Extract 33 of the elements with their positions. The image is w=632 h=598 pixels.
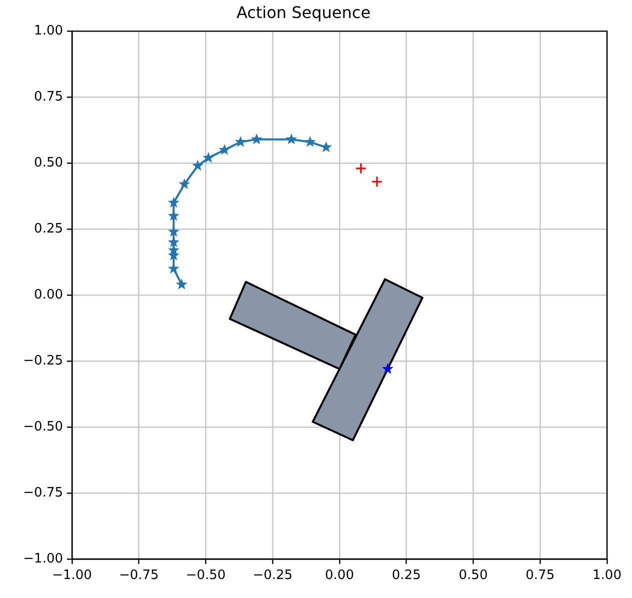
y-tick-label: 0.75 bbox=[34, 90, 63, 105]
y-tick-label: −0.25 bbox=[23, 353, 63, 368]
point bbox=[192, 160, 204, 171]
x-tick-label: −1.00 bbox=[52, 568, 92, 584]
point bbox=[178, 178, 190, 190]
y-tick-label: 0.00 bbox=[34, 287, 63, 302]
point bbox=[355, 162, 367, 174]
point bbox=[168, 196, 180, 208]
x-tick-label: −0.25 bbox=[252, 568, 293, 584]
x-tick-label: 0.75 bbox=[526, 568, 555, 584]
y-tick-label: 0.50 bbox=[34, 156, 63, 171]
chart-title: Action Sequence bbox=[236, 2, 371, 22]
y-tick-label: −0.75 bbox=[23, 485, 63, 500]
y-tick-label: −0.50 bbox=[23, 419, 63, 434]
x-tick-label: 1.00 bbox=[592, 568, 622, 584]
point bbox=[382, 362, 394, 374]
point bbox=[371, 176, 383, 188]
point bbox=[218, 144, 230, 155]
point bbox=[286, 133, 298, 144]
x-tick-label: 0.00 bbox=[325, 568, 354, 584]
point bbox=[304, 136, 316, 147]
y-tick-label: 1.00 bbox=[34, 24, 63, 39]
point bbox=[250, 133, 262, 144]
x-tick-label: −0.50 bbox=[186, 568, 226, 584]
y-tick-label: 0.25 bbox=[34, 222, 63, 236]
x-tick-label: 0.25 bbox=[392, 568, 421, 584]
point bbox=[320, 141, 332, 152]
x-tick-label: −0.75 bbox=[118, 568, 159, 584]
x-tick-label: 0.50 bbox=[458, 568, 488, 584]
point bbox=[202, 152, 214, 163]
point bbox=[234, 136, 246, 147]
y-tick-label: −1.00 bbox=[23, 551, 63, 566]
point bbox=[176, 278, 188, 290]
